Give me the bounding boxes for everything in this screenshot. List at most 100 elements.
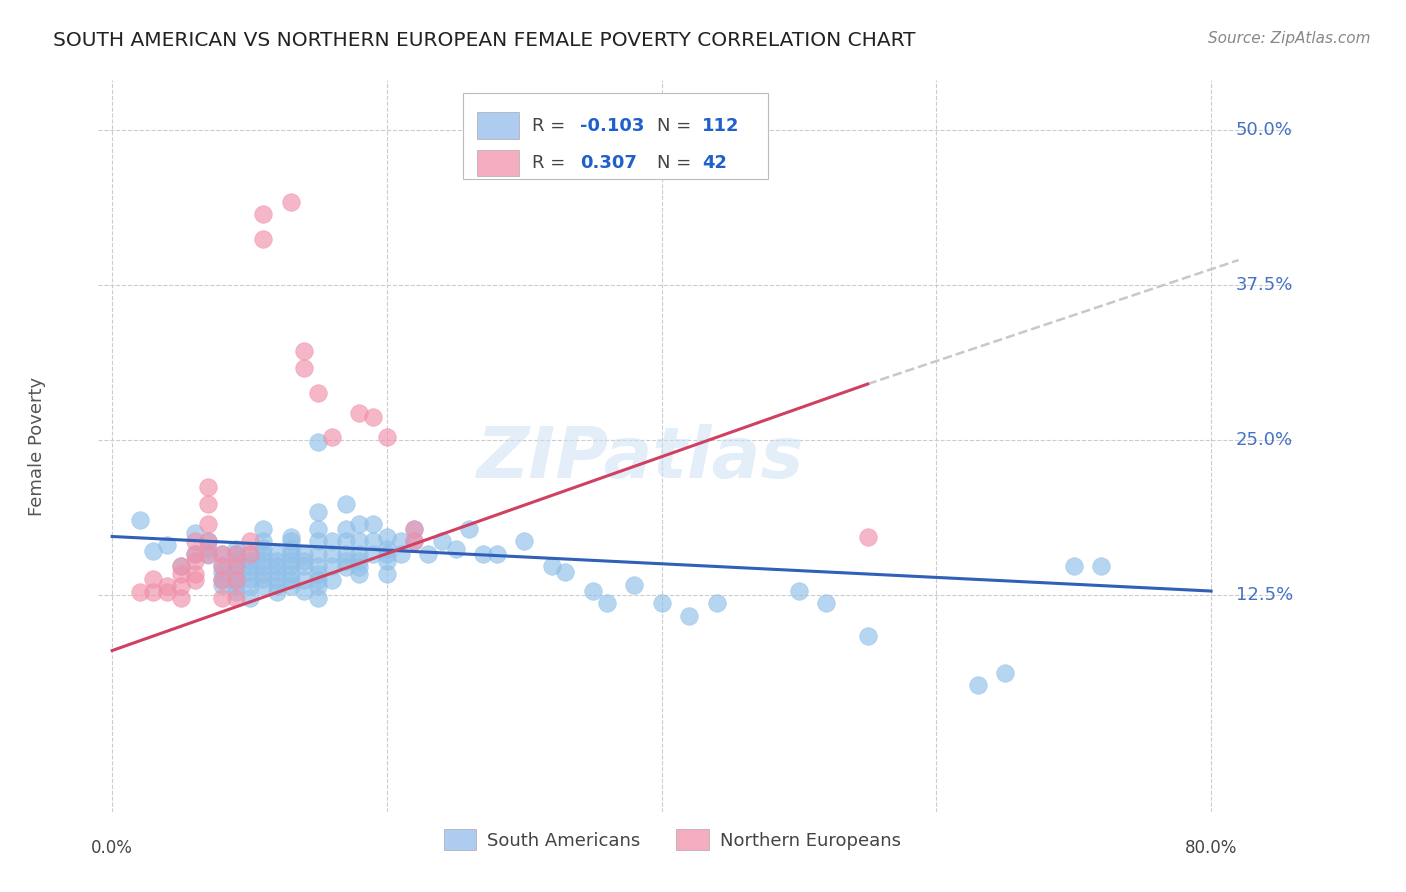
Point [1063,559,1085,574]
Point [706,597,728,611]
Point [197,480,219,494]
Point [623,578,645,592]
Point [142,585,165,599]
Point [128,585,150,599]
Point [280,573,302,587]
Point [170,579,193,593]
Point [280,579,302,593]
Point [183,573,205,587]
Point [966,678,988,692]
Text: R =: R = [533,154,571,172]
Text: SOUTH AMERICAN VS NORTHERN EUROPEAN FEMALE POVERTY CORRELATION CHART: SOUTH AMERICAN VS NORTHERN EUROPEAN FEMA… [53,31,915,50]
Point [294,584,316,599]
Point [211,547,233,561]
Point [349,517,371,532]
Text: 0.307: 0.307 [581,154,637,172]
Point [197,534,219,549]
Point [238,591,260,606]
Point [197,534,219,549]
Point [294,554,316,568]
Point [238,559,260,574]
Point [252,572,274,586]
Point [280,559,302,574]
Point [252,554,274,568]
Point [183,566,205,581]
Point [307,547,329,561]
Point [513,534,536,549]
Text: 37.5%: 37.5% [1236,276,1294,293]
Point [211,566,233,580]
Point [280,529,302,543]
Point [595,597,617,611]
Point [225,573,247,587]
Point [375,541,398,556]
Point [238,579,260,593]
Point [238,554,260,568]
Point [307,385,329,400]
Point [266,554,288,568]
Point [266,579,288,593]
Point [183,547,205,561]
Point [307,522,329,536]
Point [211,572,233,586]
Point [307,579,329,593]
Point [170,559,193,574]
Text: 25.0%: 25.0% [1236,431,1294,449]
Point [280,194,302,209]
Point [485,547,508,561]
Text: 0.0%: 0.0% [91,839,134,857]
Point [994,665,1017,680]
Point [349,534,371,549]
Point [225,591,247,606]
Text: 50.0%: 50.0% [1236,121,1292,139]
Text: Source: ZipAtlas.com: Source: ZipAtlas.com [1208,31,1371,46]
Point [321,430,343,444]
Point [252,522,274,536]
Point [321,573,343,587]
Point [307,559,329,574]
Point [225,547,247,561]
Bar [477,112,519,139]
Point [266,585,288,599]
Point [361,410,384,425]
Point [225,572,247,586]
Point [280,541,302,556]
Point [156,579,179,593]
Text: R =: R = [533,117,571,135]
Point [540,559,562,574]
Point [280,566,302,581]
Point [211,578,233,592]
Point [197,497,219,511]
Point [554,566,576,580]
Point [294,343,316,358]
Point [335,497,357,511]
Point [238,572,260,586]
Point [170,559,193,574]
Point [335,547,357,561]
Point [280,534,302,549]
Text: 112: 112 [702,117,740,135]
Point [430,534,453,549]
Point [252,207,274,221]
Text: Female Poverty: Female Poverty [28,376,45,516]
Point [197,517,219,532]
Point [321,534,343,549]
Point [404,534,426,549]
Point [307,505,329,519]
Point [444,541,467,556]
Point [170,591,193,606]
Point [197,541,219,556]
Point [225,547,247,561]
Point [349,554,371,568]
Point [404,534,426,549]
Point [307,435,329,450]
Point [472,547,495,561]
Text: N =: N = [657,117,696,135]
FancyBboxPatch shape [463,93,768,179]
Point [280,554,302,568]
Point [211,559,233,574]
Point [307,534,329,549]
Text: 42: 42 [702,154,727,172]
Point [225,579,247,593]
Point [238,566,260,580]
